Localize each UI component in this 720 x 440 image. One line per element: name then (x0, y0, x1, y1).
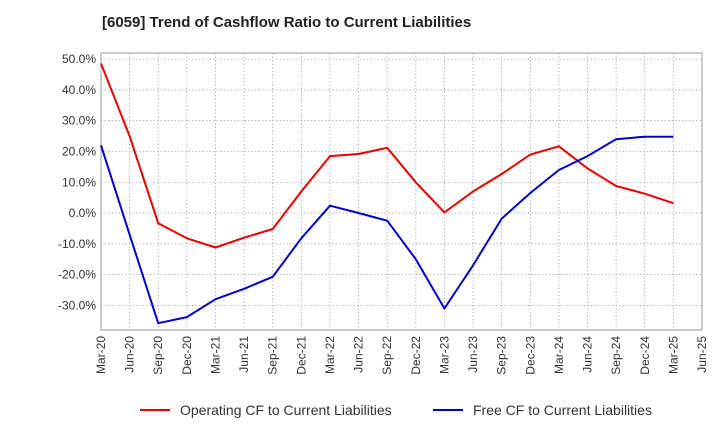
x-tick-label: Sep-23 (495, 336, 509, 375)
x-tick-label: Jun-24 (581, 336, 595, 373)
y-tick-label: 40.0% (62, 83, 96, 97)
x-tick-label: Jun-25 (695, 336, 709, 373)
free-cf-line (100, 135, 674, 325)
x-tick-label: Mar-21 (208, 336, 222, 374)
y-tick-label: 10.0% (62, 175, 96, 189)
x-tick-label: Mar-25 (666, 336, 680, 374)
x-tick-label: Jun-21 (237, 336, 251, 373)
y-tick-label: -10.0% (58, 237, 96, 251)
y-tick-label: -30.0% (58, 298, 96, 312)
x-tick-label: Sep-24 (609, 336, 623, 375)
x-tick-label: Jun-22 (352, 336, 366, 373)
y-tick-label: 30.0% (62, 114, 96, 128)
x-tick-label: Sep-20 (151, 336, 165, 375)
x-tick-label: Sep-21 (266, 336, 280, 375)
x-tick-label: Dec-21 (294, 336, 308, 375)
x-tick-label: Dec-22 (409, 336, 423, 375)
y-tick-label: 50.0% (62, 52, 96, 66)
x-tick-label: Mar-22 (323, 336, 337, 374)
x-tick-label: Mar-23 (437, 336, 451, 374)
x-tick-label: Dec-23 (523, 336, 537, 375)
plot-area (100, 52, 703, 331)
y-tick-label: 0.0% (69, 206, 97, 220)
x-tick-label: Mar-24 (552, 336, 566, 374)
y-tick-label: -20.0% (58, 268, 96, 282)
x-tick-label: Sep-22 (380, 336, 394, 375)
x-tick-label: Jun-23 (466, 336, 480, 373)
y-tick-label: 20.0% (62, 144, 96, 158)
x-tick-label: Dec-20 (180, 336, 194, 375)
legend-free-cf-label: Free CF to Current Liabilities (473, 402, 652, 418)
x-tick-label: Jun-20 (123, 336, 137, 373)
chart-title: [6059] Trend of Cashflow Ratio to Curren… (102, 14, 472, 31)
x-tick-label: Dec-24 (638, 336, 652, 375)
legend-operating-cf-label: Operating CF to Current Liabilities (180, 402, 392, 418)
x-tick-label: Mar-20 (94, 336, 108, 374)
